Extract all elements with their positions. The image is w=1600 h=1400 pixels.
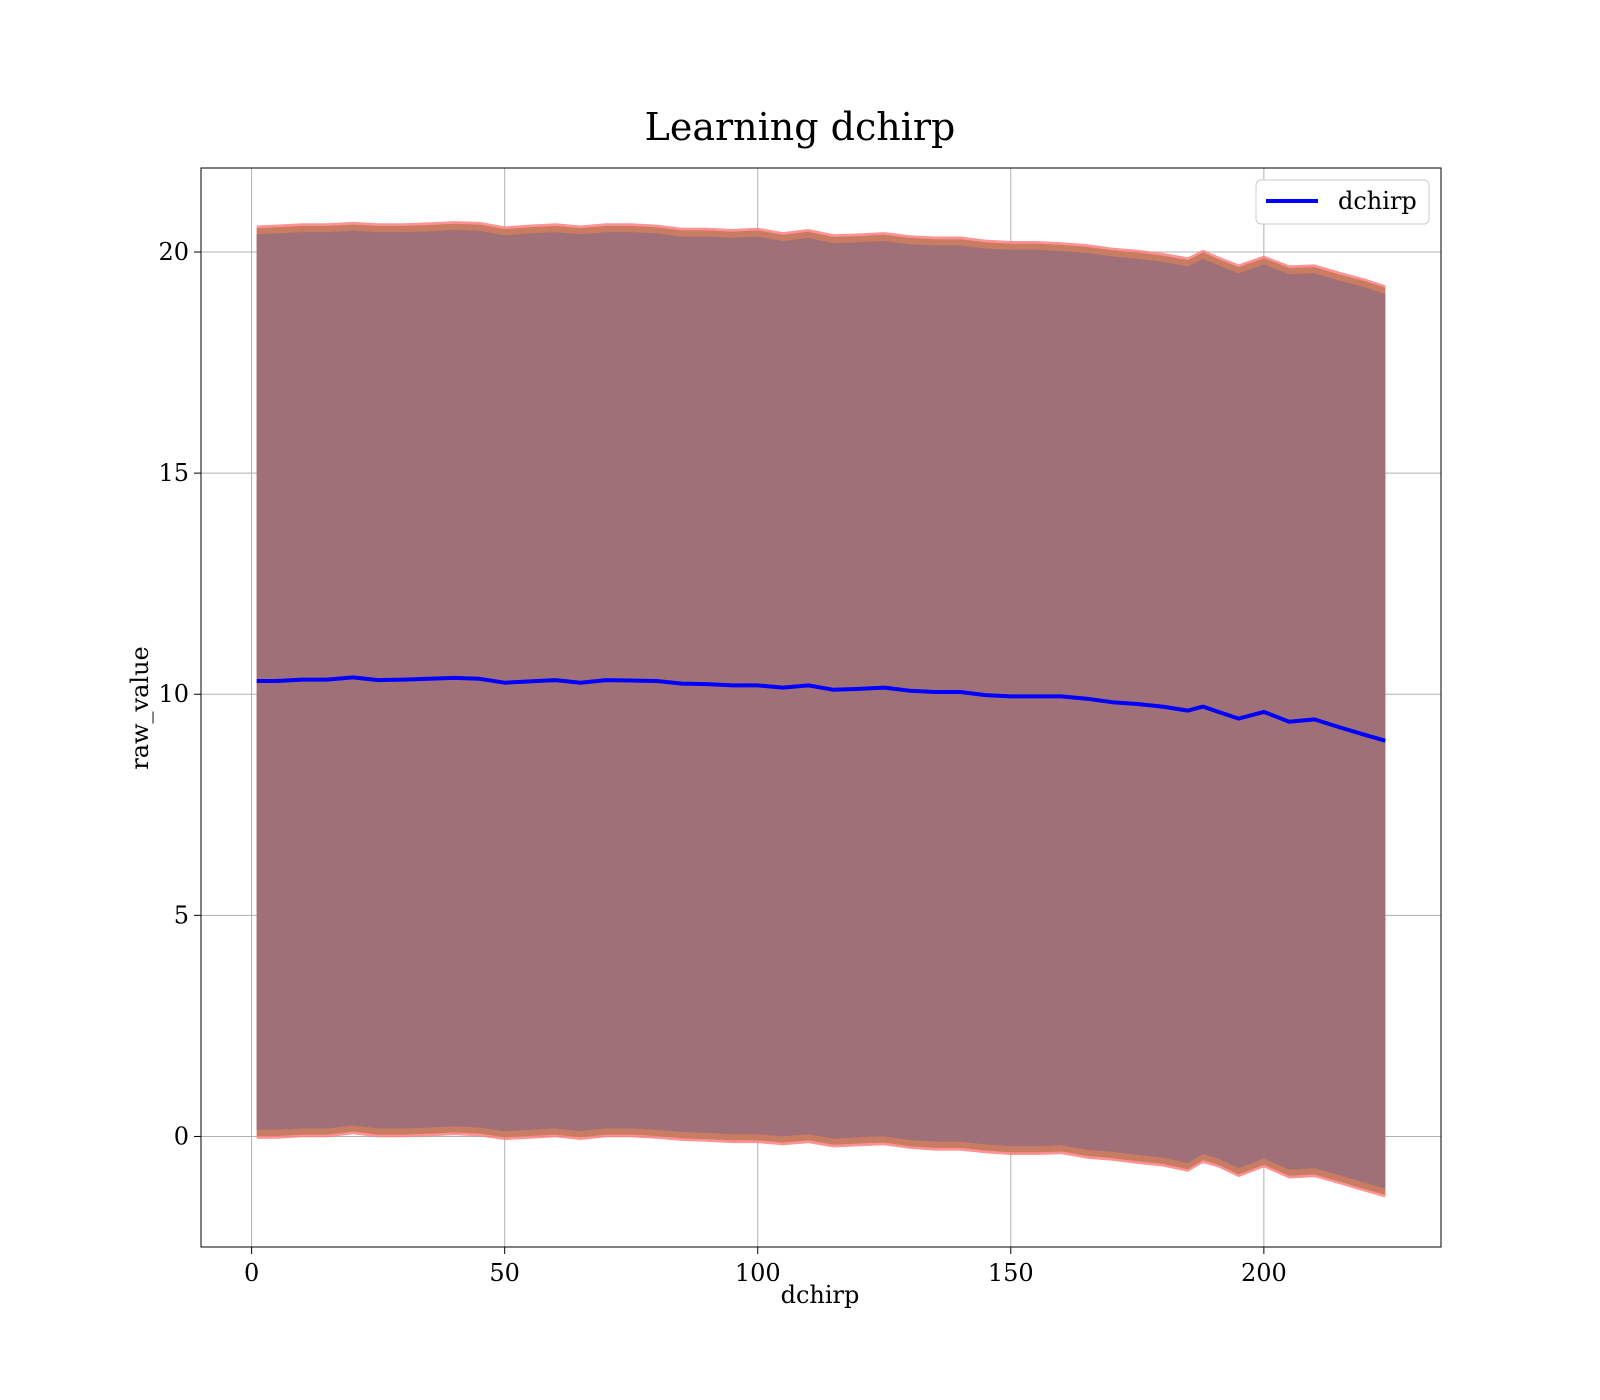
y-tick-label: 5 bbox=[174, 901, 189, 929]
band-inner bbox=[256, 229, 1386, 1189]
y-axis-ticks: 0 5 10 15 20 bbox=[158, 238, 201, 1150]
legend-label-dchirp: dchirp bbox=[1338, 187, 1417, 215]
x-axis-label: dchirp bbox=[781, 1281, 860, 1309]
x-tick-label: 50 bbox=[489, 1259, 520, 1287]
legend-box bbox=[1255, 179, 1430, 225]
x-axis-ticks: 0 50 100 150 200 bbox=[244, 1247, 1287, 1287]
chart-title: Learning dchirp bbox=[645, 105, 956, 149]
x-tick-label: 0 bbox=[244, 1259, 259, 1287]
x-tick-label: 100 bbox=[735, 1259, 781, 1287]
y-axis-label: raw_value bbox=[126, 646, 154, 770]
series-group bbox=[256, 675, 1386, 743]
y-tick-label: 0 bbox=[174, 1122, 189, 1150]
y-tick-label: 10 bbox=[158, 680, 189, 708]
y-tick-label: 20 bbox=[158, 238, 189, 266]
y-tick-label: 15 bbox=[158, 459, 189, 487]
plot-frame bbox=[200, 167, 1442, 1248]
x-tick-label: 200 bbox=[1241, 1259, 1287, 1287]
confidence-bands bbox=[256, 221, 1386, 1198]
series-line-dchirp bbox=[256, 675, 1386, 743]
legend: dchirp bbox=[1255, 179, 1430, 225]
x-tick-label: 150 bbox=[988, 1259, 1034, 1287]
